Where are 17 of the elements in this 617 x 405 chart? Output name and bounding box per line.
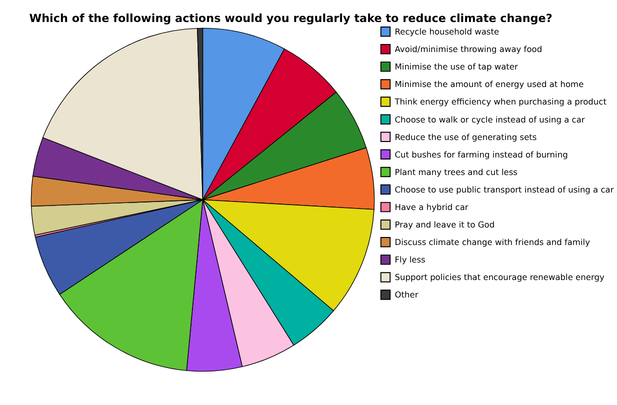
legend-label: Fly less [394, 254, 426, 265]
legend-label: Discuss climate change with friends and family [394, 237, 590, 248]
legend-label: Cut bushes for farming instead of burning [394, 149, 568, 160]
legend-label: Choose to use public transport instead of using a car [394, 184, 614, 194]
chart-title: Which of the following actions would you regularly take to reduce climate change? [29, 12, 552, 25]
legend-label: Minimise the amount of energy used at home [394, 79, 584, 90]
legend-label: Reduce the use of generating sets [394, 132, 537, 142]
legend-label: Pray and leave it to God [394, 220, 495, 230]
legend-label: Choose to walk or cycle instead of using a car [394, 114, 586, 124]
legend-label: Avoid/minimise throwing away food [394, 44, 542, 54]
legend-label: Plant many trees and cut less [394, 166, 518, 177]
legend-label: Have a hybrid car [394, 202, 469, 212]
legend-label: Support policies that encourage renewable energy [394, 272, 604, 282]
legend-label: Think energy efficiency when purchasing a product [394, 96, 608, 107]
legend-label: Recycle household waste [394, 26, 500, 37]
legend-label: Minimise the use of tap water [394, 62, 518, 72]
legend-label: Other [394, 290, 419, 300]
